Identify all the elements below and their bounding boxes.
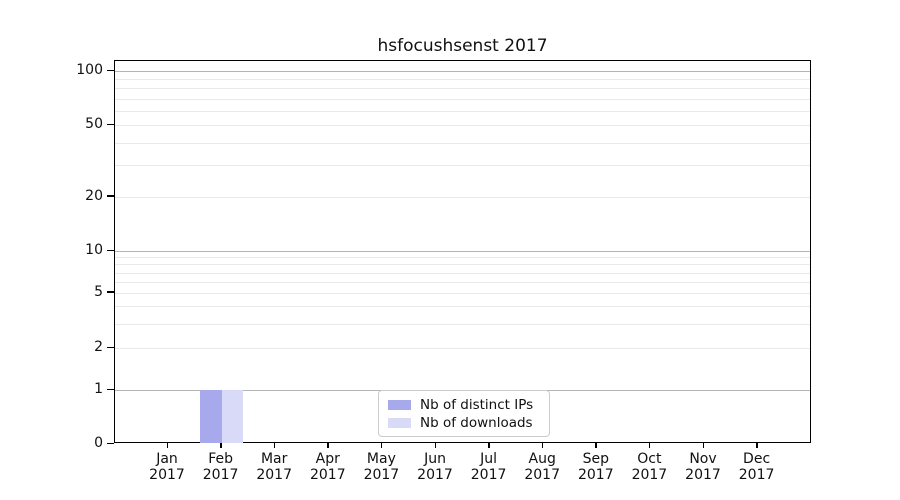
- y-axis-tick: [107, 123, 114, 126]
- y-axis-tick-label: 100: [76, 62, 103, 78]
- y-axis-tick-label: 50: [85, 116, 103, 133]
- y-axis-tick: [107, 388, 114, 390]
- x-axis-tick-label: May 2017: [363, 451, 400, 483]
- x-axis-tick-label: Dec 2017: [738, 451, 775, 483]
- y-gridline-minor: [115, 79, 810, 81]
- y-axis-tick: [107, 346, 114, 349]
- y-axis-tick-label: 0: [94, 435, 103, 451]
- x-axis-tick: [488, 443, 490, 448]
- x-axis-tick: [220, 443, 222, 448]
- y-axis-tick-label: 1: [94, 381, 103, 397]
- y-axis-tick: [107, 442, 114, 444]
- y-gridline-minor: [115, 257, 810, 259]
- y-axis-tick-label: 20: [85, 187, 103, 204]
- x-axis-tick-label: Jan 2017: [149, 451, 185, 483]
- y-axis-tick-label: 10: [85, 242, 103, 258]
- legend-swatch-icon: [388, 418, 411, 428]
- y-gridline-minor: [115, 110, 810, 112]
- y-gridline-minor: [115, 98, 810, 100]
- y-gridline-minor: [115, 125, 810, 127]
- bar-nb-of-distinct-ips: [200, 390, 222, 443]
- y-gridline-minor: [115, 88, 810, 90]
- x-axis-tick-label: Feb 2017: [202, 451, 239, 483]
- chart-title: hsfocushsenst 2017: [377, 36, 548, 56]
- y-gridline-minor: [115, 142, 810, 144]
- legend-label: Nb of distinct IPs: [420, 397, 534, 413]
- x-axis-tick: [327, 443, 329, 448]
- x-axis-tick: [702, 443, 704, 448]
- y-gridline-minor: [115, 306, 810, 308]
- x-axis-tick-label: Jul 2017: [470, 451, 507, 483]
- plot-area: [114, 60, 811, 443]
- x-axis-tick: [380, 443, 383, 448]
- legend-entry: Nb of downloads: [388, 415, 540, 431]
- x-axis-tick-label: Nov 2017: [685, 451, 721, 483]
- y-gridline-minor: [115, 272, 810, 274]
- y-axis-tick: [107, 291, 114, 293]
- y-gridline-minor: [115, 264, 810, 266]
- legend-label: Nb of downloads: [420, 415, 533, 431]
- x-axis-tick: [595, 443, 597, 448]
- x-axis-tick-label: Sep 2017: [577, 451, 614, 483]
- legend-swatch-icon: [388, 400, 411, 410]
- bar-nb-of-downloads: [221, 390, 244, 443]
- y-axis-tick: [107, 195, 114, 197]
- y-axis-tick-label: 5: [94, 283, 103, 300]
- y-gridline-major: [115, 251, 810, 252]
- y-gridline-minor: [115, 281, 810, 283]
- legend-entry: Nb of distinct IPs: [388, 397, 540, 413]
- x-axis-tick-label: Mar 2017: [256, 451, 292, 483]
- legend: Nb of distinct IPs Nb of downloads: [378, 390, 550, 437]
- x-axis-tick: [648, 443, 651, 448]
- y-gridline-minor: [115, 323, 810, 325]
- y-gridline-minor: [115, 292, 810, 294]
- x-axis-tick: [166, 443, 168, 448]
- y-gridline-minor: [115, 196, 810, 198]
- x-axis-tick-label: Apr 2017: [309, 451, 346, 483]
- x-axis-tick: [756, 443, 758, 448]
- x-axis-tick-label: Jun 2017: [417, 451, 453, 483]
- x-axis-tick-label: Aug 2017: [524, 451, 560, 483]
- y-axis-tick: [107, 69, 114, 71]
- y-axis-tick-label: 2: [94, 339, 103, 356]
- x-axis-tick: [434, 443, 436, 448]
- y-gridline-major: [115, 71, 810, 72]
- y-axis-tick: [107, 249, 114, 251]
- x-axis-tick: [273, 443, 276, 448]
- x-axis-tick: [541, 443, 544, 448]
- y-gridline-minor: [115, 348, 810, 350]
- y-gridline-minor: [115, 165, 810, 167]
- x-axis-tick-label: Oct 2017: [631, 451, 668, 483]
